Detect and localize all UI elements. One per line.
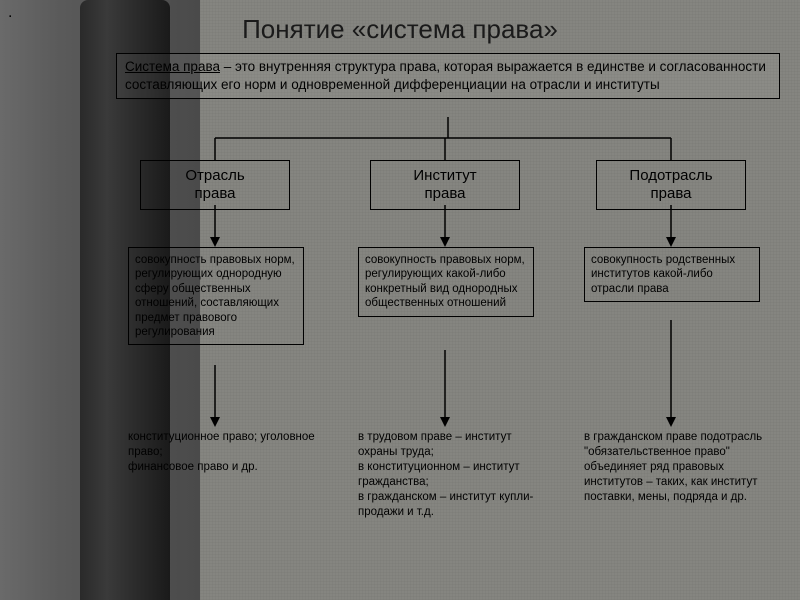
category-box-institute: Институт права — [370, 160, 520, 210]
category-box-subbranch: Подотрасль права — [596, 160, 746, 210]
slide-title: Понятие «система права» — [0, 14, 800, 45]
cat1-line2: права — [141, 185, 289, 203]
arrow-desc2-ex — [440, 350, 450, 427]
arrow-cat2-desc — [440, 205, 450, 247]
desc-box-institute: совокупность правовых норм, регулирующих… — [358, 247, 534, 317]
arrow-cat3-desc — [666, 205, 676, 247]
cat3-line2: права — [597, 185, 745, 203]
desc-box-branch: совокупность правовых норм, регулирующих… — [128, 247, 304, 345]
desc-box-subbranch: совокупность родственных институтов како… — [584, 247, 760, 302]
ex2-text: в трудовом праве – институт охраны труда… — [358, 431, 533, 518]
example-subbranch: в гражданском праве подотрасль "обязател… — [584, 430, 774, 505]
category-box-branch: Отрасль права — [140, 160, 290, 210]
definition-text: – это внутренняя структура права, котора… — [125, 59, 766, 92]
cat1-line1: Отрасль — [141, 167, 289, 185]
cat2-line1: Институт — [371, 167, 519, 185]
arrow-cat1-desc — [210, 205, 220, 247]
desc3-text: совокупность родственных институтов како… — [591, 254, 735, 295]
example-institute: в трудовом праве – институт охраны труда… — [358, 430, 548, 520]
desc2-text: совокупность правовых норм, регулирующих… — [365, 254, 525, 309]
ex3-text: в гражданском праве подотрасль "обязател… — [584, 431, 762, 503]
ex1-text: конституционное право; уголовное право;ф… — [128, 431, 315, 473]
definition-box: Система права – это внутренняя структура… — [116, 53, 780, 99]
desc1-text: совокупность правовых норм, регулирующих… — [135, 254, 295, 338]
cat3-line1: Подотрасль — [597, 167, 745, 185]
arrow-desc3-ex — [666, 320, 676, 427]
example-branch: конституционное право; уголовное право;ф… — [128, 430, 318, 475]
cat2-line2: права — [371, 185, 519, 203]
arrow-desc1-ex — [210, 365, 220, 427]
content-layer: . Понятие «система права» Система права … — [0, 0, 800, 600]
definition-term: Система права — [125, 59, 220, 74]
